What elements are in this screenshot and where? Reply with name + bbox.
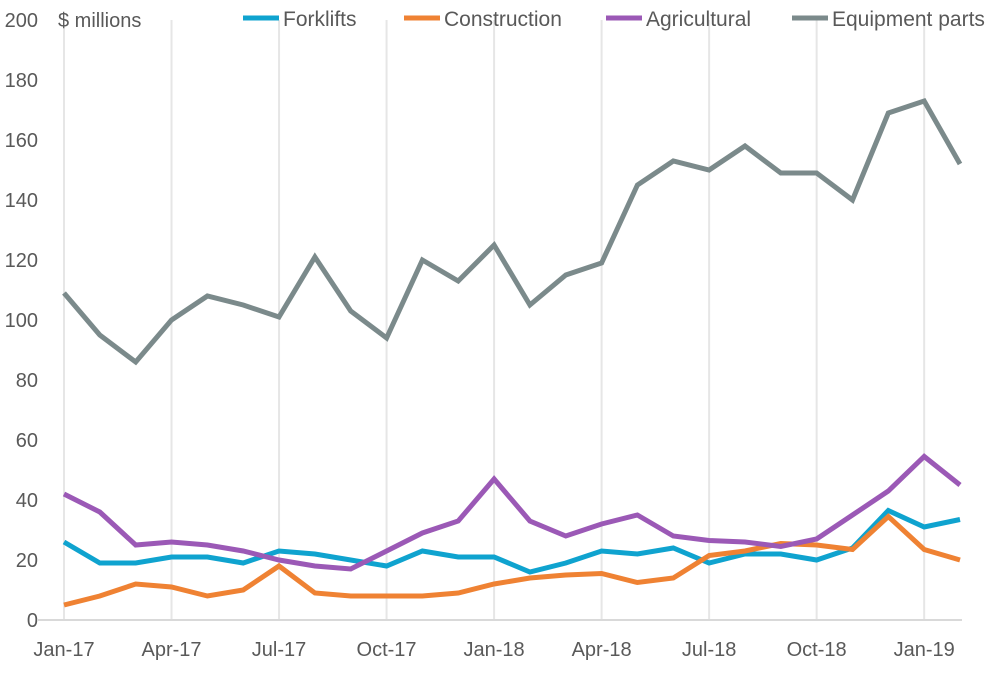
x-tick-label: Jan-17	[33, 639, 94, 661]
y-axis: 0 20 40 60 80 100 120 140 160 180 200	[5, 10, 38, 632]
x-tick-label: Jul-18	[682, 639, 736, 661]
legend: Forklifts Construction Agricultural Equipme…	[243, 8, 985, 31]
y-tick-label: 180	[5, 70, 38, 92]
x-tick-label: Jul-17	[252, 639, 306, 661]
series-line-forklifts	[62, 507, 961, 575]
series-line-agricultural	[62, 453, 962, 572]
x-tick-label: Apr-17	[142, 639, 202, 661]
x-tick-label: Oct-18	[787, 639, 847, 661]
x-tick-label: Oct-17	[357, 639, 417, 661]
legend-label: Construction	[444, 8, 562, 31]
legend-label: Equipment parts	[832, 8, 985, 31]
y-tick-label: 160	[5, 130, 38, 152]
legend-label: Forklifts	[283, 8, 357, 31]
series-line-construction	[63, 513, 961, 608]
y-tick-label: 80	[16, 370, 38, 392]
y-tick-label: 40	[16, 490, 38, 512]
x-axis: Jan-17 Apr-17 Jul-17 Oct-17 Jan-18 Apr-18 Jul-…	[33, 639, 954, 661]
y-tick-label: 140	[5, 190, 38, 212]
gridlines	[63, 20, 926, 620]
y-axis-label: $ millions	[58, 10, 141, 32]
legend-label: Agricultural	[646, 8, 751, 31]
x-tick-label: Jan-19	[894, 639, 955, 661]
y-tick-label: 0	[27, 610, 38, 632]
y-tick-label: 20	[16, 550, 38, 572]
series-line-equipment-parts	[62, 97, 963, 366]
x-tick-label: Jan-18	[464, 639, 525, 661]
y-tick-label: 60	[16, 430, 38, 452]
series-lines	[62, 97, 963, 608]
y-tick-label: 200	[5, 10, 38, 32]
y-tick-label: 120	[5, 250, 38, 272]
x-tick-label: Apr-18	[572, 639, 632, 661]
y-tick-label: 100	[5, 310, 38, 332]
